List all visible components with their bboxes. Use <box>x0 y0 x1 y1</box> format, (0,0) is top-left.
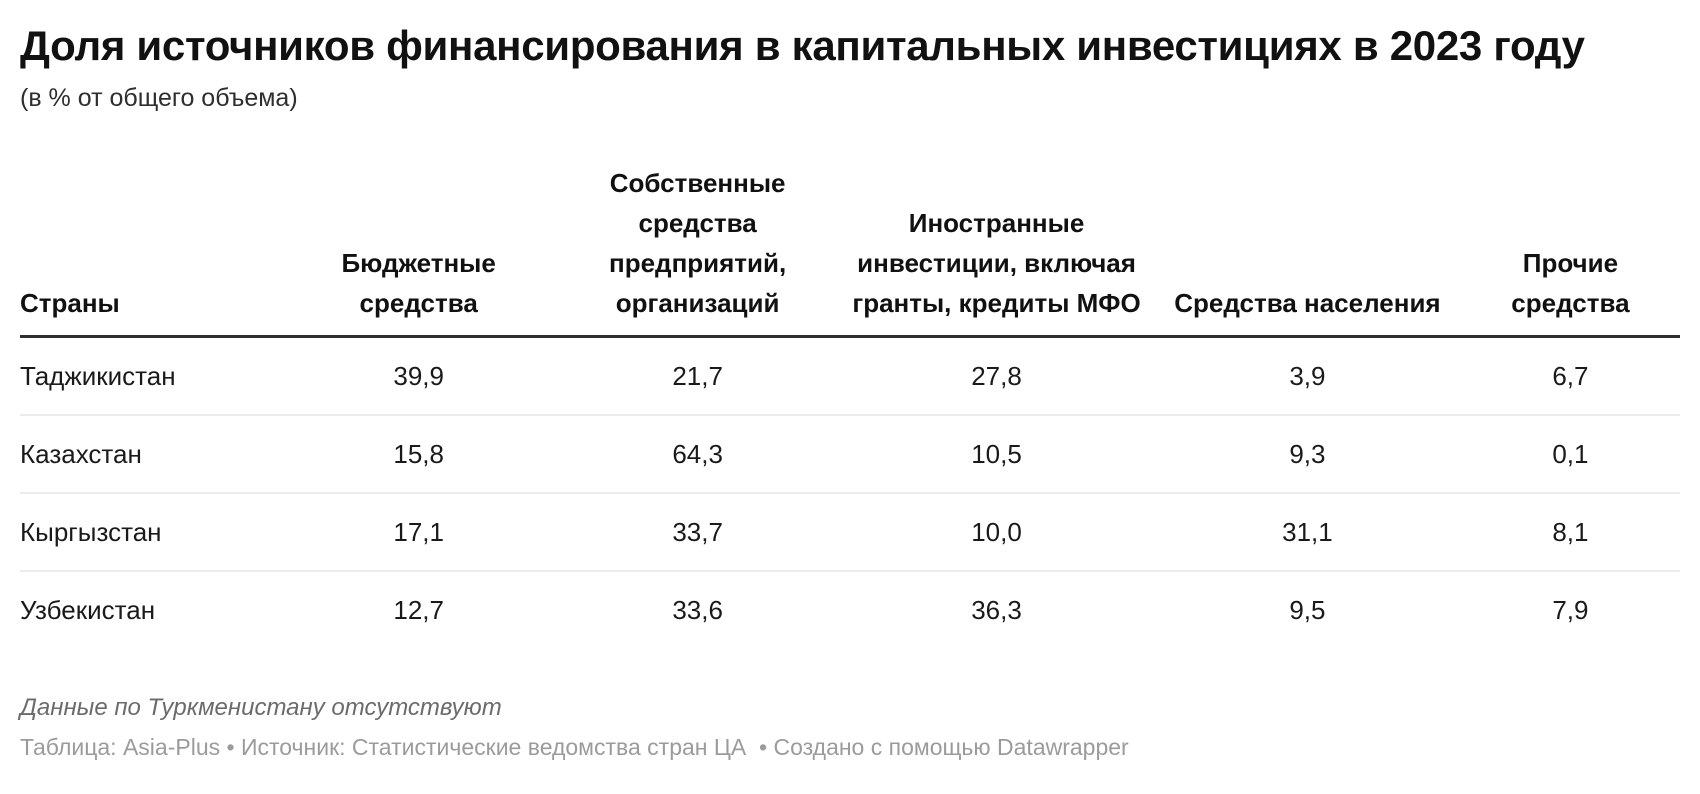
table-header: Страны Бюджетные средства Собственные ср… <box>20 162 1680 338</box>
value-cell: 7,9 <box>1552 594 1589 625</box>
column-header-budget-funds: Бюджетные средства <box>281 162 557 338</box>
credits-source-link[interactable]: Asia-Plus <box>122 733 221 760</box>
value-cell: 27,8 <box>839 336 1154 416</box>
country-cell: Кыргызстан <box>20 492 282 572</box>
table-row-kyrgyzstan: Кыргызстан 17,1 33,7 10,0 31,1 8,1 <box>20 492 1680 572</box>
value-cell: 3,9 <box>1153 336 1461 416</box>
datawrapper-link[interactable]: Datawrapper <box>997 733 1129 760</box>
column-header-other-funds: Прочие средства <box>1460 162 1680 338</box>
value-cell: 12,7 <box>393 594 444 625</box>
value-cell: 10,0 <box>839 492 1154 572</box>
value-cell: 33,6 <box>672 594 723 625</box>
value-cell: 31,1 <box>1153 492 1461 572</box>
value-cell: 9,5 <box>1289 594 1326 625</box>
value-cell: 17,1 <box>281 492 557 572</box>
header-row: Страны Бюджетные средства Собственные ср… <box>20 162 1680 338</box>
table-row-tajikistan: Таджикистан 39,9 21,7 27,8 3,9 6,7 <box>20 336 1680 416</box>
value-cell: 33,7 <box>556 492 840 572</box>
country-cell: Узбекистан <box>20 594 156 625</box>
chart-subtitle: (в % от общего объема) <box>20 84 298 113</box>
column-header-own-funds: Собственные средства предприятий, органи… <box>556 162 840 338</box>
financing-sources-table: Страны Бюджетные средства Собственные ср… <box>20 162 1680 648</box>
value-cell: 15,8 <box>281 414 557 494</box>
credits-line: Таблица: Asia-Plus • Источник: Статистич… <box>20 734 1680 762</box>
credits-source-text: • Источник: Статистические ведомства стр… <box>220 733 998 760</box>
credits-table-label: Таблица: <box>20 733 123 760</box>
country-cell: Таджикистан <box>20 336 282 416</box>
value-cell: 10,5 <box>839 414 1154 494</box>
chart-title: Доля источников финансирования в капитал… <box>20 22 1585 69</box>
value-cell: 9,3 <box>1153 414 1461 494</box>
value-cell: 64,3 <box>556 414 840 494</box>
table-body: Таджикистан 39,9 21,7 27,8 3,9 6,7 Казах… <box>20 336 1680 648</box>
datawrapper-table-chart: Доля источников финансирования в капитал… <box>0 22 1700 761</box>
value-cell: 36,3 <box>971 594 1022 625</box>
column-header-countries: Страны <box>20 162 282 338</box>
country-cell: Казахстан <box>20 414 282 494</box>
footnote-turkmenistan: Данные по Туркменистану отсутствуют <box>20 693 502 721</box>
column-header-foreign-investments: Иностранные инвестиции, включая гранты, … <box>839 162 1154 338</box>
value-cell: 21,7 <box>556 336 840 416</box>
value-cell: 6,7 <box>1460 336 1680 416</box>
value-cell: 0,1 <box>1460 414 1680 494</box>
table-row-kazakhstan: Казахстан 15,8 64,3 10,5 9,3 0,1 <box>20 414 1680 494</box>
value-cell: 8,1 <box>1460 492 1680 572</box>
table-row-uzbekistan: Узбекистан 12,7 33,6 36,3 9,5 7,9 <box>20 571 1680 648</box>
value-cell: 39,9 <box>281 336 557 416</box>
column-header-population-funds: Средства населения <box>1153 162 1461 338</box>
